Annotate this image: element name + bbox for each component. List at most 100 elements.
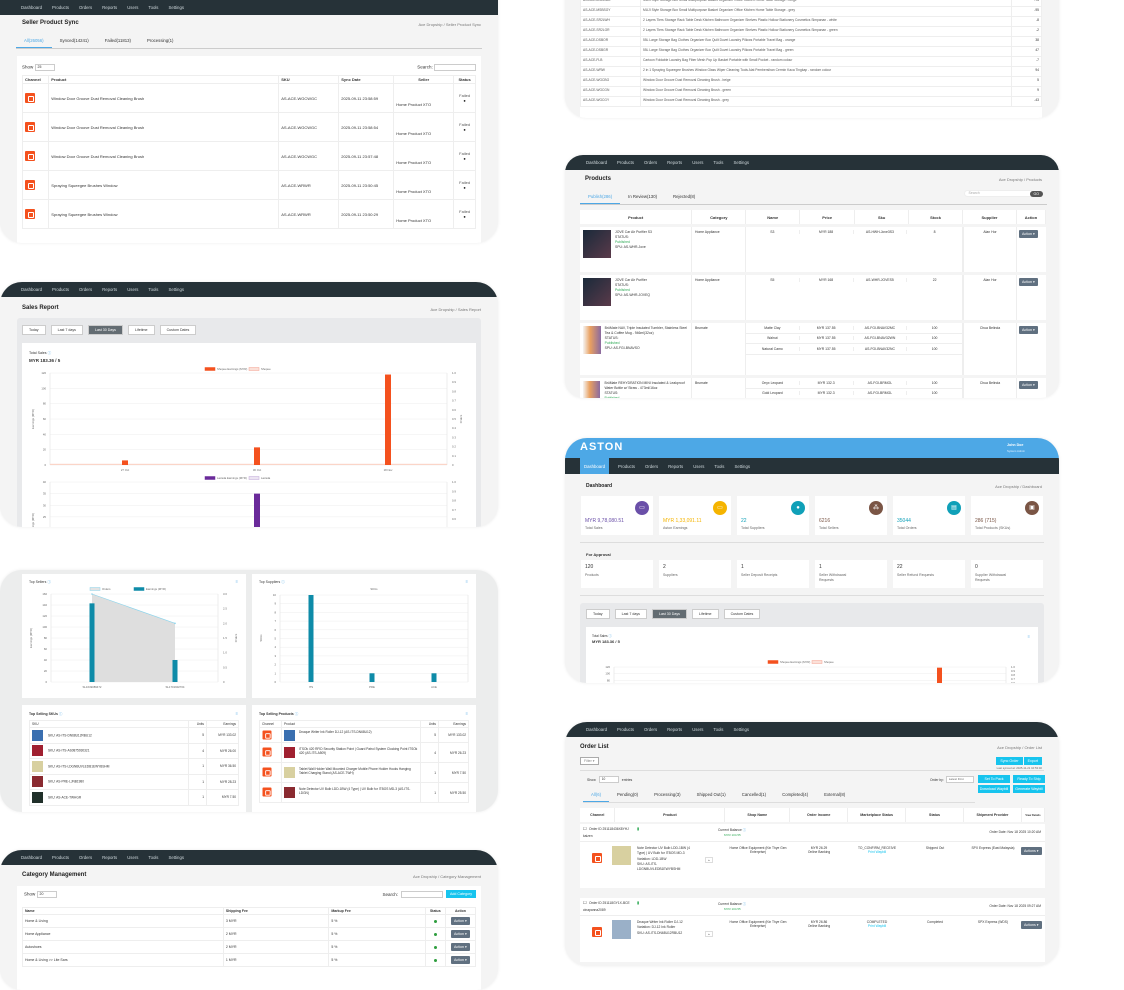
nav-orders[interactable]: Orders (645, 463, 659, 469)
search-input[interactable] (401, 890, 444, 898)
actions-button[interactable]: Actions ▾ (1021, 921, 1042, 929)
nav-products[interactable]: Products (52, 5, 69, 10)
tab-shipped-out-1[interactable]: Shipped Out(1) (696, 792, 726, 797)
go-button[interactable]: GO (1029, 190, 1043, 197)
print-waybill-link[interactable]: Print Waybill (867, 850, 887, 854)
document-icon[interactable]: ▮ (637, 826, 640, 831)
nav-tools[interactable]: Tools (148, 287, 159, 292)
document-icon[interactable]: ▮ (637, 900, 640, 905)
filter-dropdown[interactable]: Filter ▾ (580, 757, 599, 765)
approval-card[interactable]: 120 Products (581, 560, 653, 588)
info-icon[interactable]: ● (463, 185, 466, 190)
breadcrumb[interactable]: Ace Dropship / Order List (997, 745, 1042, 750)
action-button[interactable]: Action ▾ (1019, 326, 1038, 334)
product-name[interactable]: Tablet Wall Holder Wall Mounted Charger … (299, 767, 411, 775)
product-name[interactable]: Dnaque Writer Ink Roller DJ-12 (AS-ITS-D… (299, 729, 372, 734)
search-input[interactable]: Search (963, 190, 1034, 197)
nav-settings[interactable]: Settings (733, 727, 749, 732)
product-name[interactable]: Note Detector UV Bulb LDD-1BW (4 Type) |… (299, 787, 411, 795)
product-name[interactable]: JOVE Car Air Purifier (615, 278, 647, 282)
print-waybill-link[interactable]: Print Waybill (867, 924, 887, 928)
nav-settings[interactable]: Settings (733, 160, 749, 165)
nav-orders[interactable]: Orders (79, 287, 93, 292)
product-name[interactable]: BrüMate REHYDRATION MINI Insulated & Lea… (604, 381, 685, 391)
add-category-button[interactable]: Add Category (446, 890, 476, 898)
action-button[interactable]: Action ▾ (1019, 381, 1038, 389)
nav-products[interactable]: Products (617, 727, 634, 732)
action-button[interactable]: Action ▾ (451, 956, 470, 964)
action-button[interactable]: Action ▾ (451, 917, 470, 925)
info-icon[interactable]: ● (463, 214, 466, 219)
product-name[interactable]: Note Detector UV Bulb LDD-1BW (4 Type) |… (637, 846, 690, 856)
range-last-30-days[interactable]: Last 30 Days (651, 609, 687, 619)
tab-in-review-130[interactable]: In Review(130) (628, 194, 658, 199)
table-menu-icon[interactable]: ≡ (465, 711, 468, 716)
nav-users[interactable]: Users (127, 5, 139, 10)
nav-tools[interactable]: Tools (148, 855, 159, 860)
breadcrumb[interactable]: Ace Dropship / Dashboard (995, 484, 1042, 489)
tab-cancelled-1[interactable]: Cancelled(1) (741, 792, 767, 797)
tab-publish-286[interactable]: Publish(286) (580, 192, 621, 204)
product-name[interactable]: JOVE Car Air Purifier S3 (615, 230, 652, 234)
nav-reports[interactable]: Reports (102, 287, 118, 292)
product-name[interactable]: ITSOk 420 RFID Security Station Point | … (299, 747, 418, 755)
tab-external-8[interactable]: External(8) (824, 792, 846, 797)
nav-products[interactable]: Products (617, 160, 634, 165)
nav-settings[interactable]: Settings (168, 287, 184, 292)
chart-menu-icon[interactable]: ≡ (465, 579, 468, 584)
approval-card[interactable]: 1 Seller Deposit Receipts (737, 560, 809, 588)
nav-settings[interactable]: Settings (168, 5, 184, 10)
action-button[interactable]: Action ▾ (1019, 230, 1038, 238)
nav-tools[interactable]: Tools (713, 727, 724, 732)
set-to-pack-button[interactable]: Set To Pack (978, 775, 1010, 783)
nav-tools[interactable]: Tools (713, 160, 724, 165)
nav-users[interactable]: Users (127, 287, 139, 292)
action-button[interactable]: Action ▾ (451, 930, 470, 938)
ready-to-ship-button[interactable]: Ready To Ship (1013, 775, 1045, 783)
breadcrumb-root[interactable]: Ace Dropship (998, 177, 1023, 182)
nav-dashboard[interactable]: Dashboard (21, 287, 43, 292)
nav-users[interactable]: Users (692, 727, 704, 732)
table-menu-icon[interactable]: ≡ (235, 711, 238, 716)
action-button[interactable]: Action ▾ (451, 943, 470, 951)
nav-products[interactable]: Products (618, 463, 635, 469)
search-input[interactable] (434, 64, 476, 71)
tab-completed-4[interactable]: Completed(4) (782, 792, 809, 797)
action-button[interactable]: Action ▾ (1019, 278, 1038, 286)
breadcrumb[interactable]: Ace Dropship / Seller Product Sync (418, 22, 482, 27)
range-today[interactable]: Today (22, 325, 46, 335)
approval-card[interactable]: 2 Suppliers (659, 560, 731, 588)
generate-waybill-button[interactable]: Generate Waybill (1013, 785, 1045, 793)
nav-products[interactable]: Products (52, 287, 69, 292)
tab-synced-14241[interactable]: Synced(14241) (59, 38, 89, 43)
range-last-7-days[interactable]: Last 7 days (614, 609, 647, 619)
product-name[interactable]: Dnaque Writer Ink Roller DJ-12 (637, 920, 683, 924)
chart-menu-icon[interactable]: ≡ (1027, 634, 1030, 639)
user-name[interactable]: John Doe (1007, 443, 1024, 447)
nav-users[interactable]: Users (692, 160, 704, 165)
range-lifetime[interactable]: Lifetime (127, 325, 155, 335)
approval-card[interactable]: 0 Supplier Withdrawal Requests (971, 560, 1043, 588)
breadcrumb-root[interactable]: Ace Dropship (412, 874, 437, 879)
show-select[interactable]: 20 (36, 891, 57, 898)
nav-reports[interactable]: Reports (102, 5, 118, 10)
nav-orders[interactable]: Orders (644, 160, 658, 165)
nav-dashboard[interactable]: Dashboard (21, 5, 43, 10)
range-custom-dates[interactable]: Custom Dates (159, 325, 197, 335)
tab-processing-1[interactable]: Processing(1) (146, 38, 174, 43)
breadcrumb-root[interactable]: Ace Dropship (430, 307, 455, 312)
show-select[interactable]: 10 (598, 776, 619, 783)
column-view-details[interactable]: View Details (1021, 808, 1046, 822)
info-icon[interactable]: ● (463, 98, 466, 103)
nav-tools[interactable]: Tools (148, 5, 159, 10)
tab-failed-11813[interactable]: Failed(11813) (104, 38, 131, 43)
approval-card[interactable]: 1 Seller Withdrawal Requests (815, 560, 887, 588)
nav-products[interactable]: Products (52, 855, 69, 860)
tab-processing-3[interactable]: Processing(3) (654, 792, 681, 797)
nav-settings[interactable]: Settings (734, 463, 750, 469)
nav-dashboard[interactable]: Dashboard (21, 855, 43, 860)
tab-rejected-8[interactable]: Rejected(8) (673, 194, 696, 199)
order-checkbox[interactable]: ☐ (583, 826, 587, 831)
nav-users[interactable]: Users (693, 463, 705, 469)
nav-orders[interactable]: Orders (79, 5, 93, 10)
